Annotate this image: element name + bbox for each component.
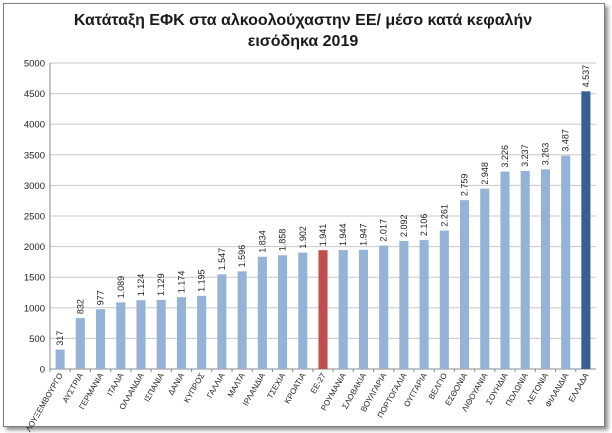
bar xyxy=(581,91,591,369)
data-label: 1.944 xyxy=(338,223,348,246)
data-label: 3.226 xyxy=(500,145,510,168)
y-tick-label: 4500 xyxy=(24,89,45,100)
bar xyxy=(96,309,106,369)
data-label: 1.124 xyxy=(136,274,146,297)
data-label: 2.017 xyxy=(379,219,389,242)
y-tick-label: 5000 xyxy=(24,59,45,70)
y-tick-label: 3000 xyxy=(24,181,45,192)
y-tick-label: 3500 xyxy=(24,150,45,161)
data-label: 2.948 xyxy=(480,162,490,185)
bar xyxy=(358,249,368,369)
bar xyxy=(460,200,470,369)
bar xyxy=(136,300,146,369)
data-label: 1.947 xyxy=(358,223,368,246)
chart-title-line-2: εισόδηκα 2019 xyxy=(247,33,359,50)
y-tick-label: 1000 xyxy=(24,303,45,314)
bar xyxy=(500,171,510,369)
bar xyxy=(55,349,65,369)
data-label: 2.759 xyxy=(460,174,470,197)
bar xyxy=(197,295,207,369)
bar xyxy=(217,274,227,369)
data-label: 1.195 xyxy=(197,269,207,292)
bar xyxy=(540,169,550,369)
data-label: 977 xyxy=(96,290,106,305)
data-label: 1.089 xyxy=(116,276,126,299)
x-tick-label: ΙΣΠΑΝΙΑ xyxy=(142,371,166,403)
chart-title-line-1: Κατάταξη ΕΦΚ στα αλκοολούχαστην ΕΕ/ μέσο… xyxy=(73,12,533,29)
x-tick-label: ΜΑΛΤΑ xyxy=(226,371,247,399)
bar xyxy=(116,302,126,369)
y-tick-label: 0 xyxy=(40,365,45,376)
bar xyxy=(298,252,308,369)
bar xyxy=(257,256,267,369)
y-tick-label: 4000 xyxy=(24,120,45,131)
data-label: 3.263 xyxy=(540,143,550,166)
x-tick-label: ΕΛΛΑΔΑ xyxy=(567,371,591,404)
data-label: 2.092 xyxy=(399,214,409,237)
bar xyxy=(278,255,288,369)
data-label: 2.261 xyxy=(439,204,449,227)
x-tick-label: ΤΣΕΧΙΑ xyxy=(265,371,287,400)
bar xyxy=(561,155,571,369)
y-tick-label: 500 xyxy=(29,334,45,345)
bar xyxy=(520,170,530,369)
bar xyxy=(75,318,85,369)
y-tick-label: 2500 xyxy=(24,212,45,223)
bar xyxy=(480,188,490,369)
bar xyxy=(237,271,247,369)
bar xyxy=(419,240,429,369)
bar xyxy=(399,240,409,369)
data-label: 1.174 xyxy=(176,271,186,294)
x-tick-label: ΙΤΑΛΙΑ xyxy=(105,371,126,398)
bar xyxy=(439,230,449,369)
y-tick-label: 1500 xyxy=(24,273,45,284)
data-label: 832 xyxy=(75,299,85,314)
x-tick-label: ΛΟΥΞΕΜΒΟΥΡΓΟ xyxy=(24,372,65,433)
data-label: 4.537 xyxy=(581,65,591,88)
data-label: 3.487 xyxy=(561,129,571,152)
y-tick-label: 2000 xyxy=(24,242,45,253)
data-label: 1.902 xyxy=(298,226,308,249)
data-label: 1.129 xyxy=(156,273,166,296)
data-label: 3.237 xyxy=(520,144,530,167)
bar xyxy=(156,299,166,369)
data-label: 1.547 xyxy=(217,248,227,271)
bar xyxy=(379,245,389,369)
data-label: 2.106 xyxy=(419,214,429,237)
chart-title: Κατάταξη ΕΦΚ στα αλκοολούχαστην ΕΕ/ μέσο… xyxy=(0,10,606,52)
data-label: 317 xyxy=(55,331,65,346)
data-label: 1.834 xyxy=(257,230,267,253)
x-tick-label: ΕΕ-27 xyxy=(309,371,328,395)
x-tick-label: ΔΑΝΙΑ xyxy=(166,371,186,397)
bar xyxy=(176,297,186,369)
x-tick-label: ΒΕΛΓΙΟ xyxy=(427,372,449,402)
data-label: 1.596 xyxy=(237,245,247,268)
bar xyxy=(338,250,348,369)
data-label: 1.941 xyxy=(318,224,328,247)
x-tick-label: ΓΑΛΛΙΑ xyxy=(205,371,227,400)
bar xyxy=(318,250,328,369)
data-label: 1.858 xyxy=(278,229,288,252)
